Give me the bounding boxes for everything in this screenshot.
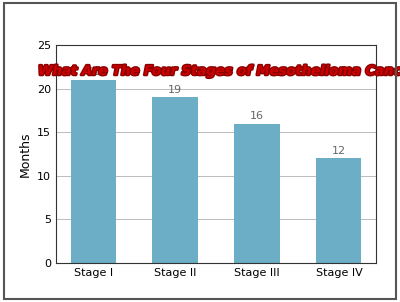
Text: What Are The Four Stages of Mesothelioma Cancer?: What Are The Four Stages of Mesothelioma… (38, 65, 400, 78)
Text: 16: 16 (250, 111, 264, 121)
Text: 19: 19 (168, 85, 182, 95)
Text: 21: 21 (86, 67, 100, 78)
Bar (70, 80, 116, 263)
Bar (234, 124, 280, 263)
Y-axis label: Months: Months (18, 131, 32, 177)
Text: 12: 12 (332, 146, 346, 156)
Bar (152, 98, 198, 263)
Bar (316, 158, 362, 263)
